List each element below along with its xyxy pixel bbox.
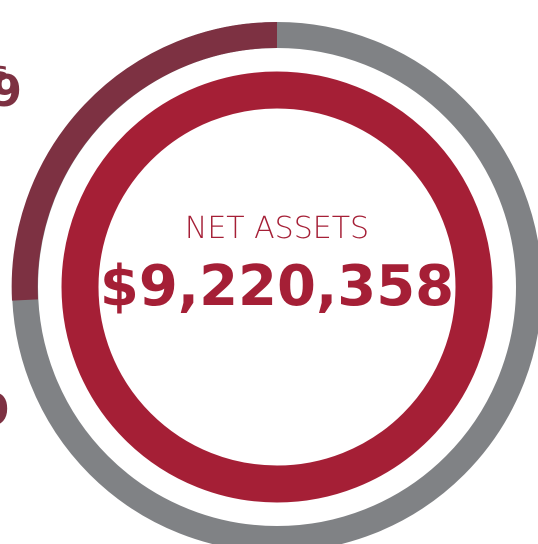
center-amount: $9,220,358	[100, 254, 454, 319]
fragment-digit: 9	[0, 385, 10, 436]
fragment-letter: s	[0, 57, 8, 87]
outer-ring-segment	[11, 21, 278, 301]
fragment-digit: 9	[0, 66, 22, 117]
inner-ring	[61, 71, 493, 503]
center-title: NET ASSETS	[185, 211, 369, 246]
